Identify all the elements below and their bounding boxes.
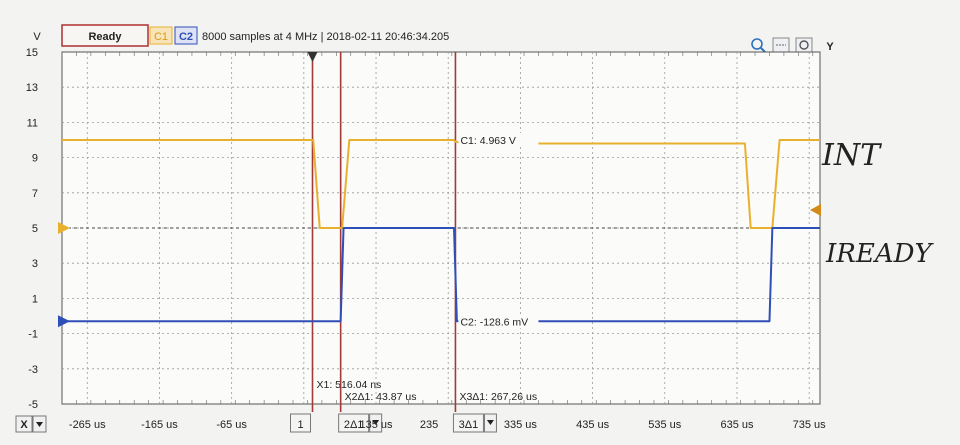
acquisition-info: 8000 samples at 4 MHz | 2018-02-11 20:46… [202,31,449,43]
chevron-down-icon [36,422,43,427]
settings-icon[interactable] [795,37,813,53]
chevron-down-icon [372,420,380,425]
trigger-arrow-icon [307,52,318,62]
cursor-readout-x2: X2Δ1: 43.87 us [345,391,417,403]
y-tick-label: 7 [32,188,38,200]
series-group [62,139,820,323]
x-axis-button[interactable]: X [15,415,33,433]
zoom-fit-icon[interactable] [772,37,790,53]
channel1-level-marker[interactable] [58,222,70,234]
x-axis-dropdown[interactable] [32,415,47,433]
y-tick-label: 11 [27,117,38,129]
cursor-tab-x1[interactable] [290,413,312,433]
marker-bg [458,133,539,147]
y-tick-label: 3 [32,258,38,270]
annotation-int: INT [821,138,882,173]
cursor-readout-x3: X3Δ1: 267.26 us [459,391,537,403]
y-axis: 15 13 11 9 7 5 3 1 -1 -3 -5 [26,47,38,411]
channel2-button[interactable] [174,26,198,45]
cursor-readout-x1: X1: 516.04 ns [317,379,382,391]
annotation-iready: IREADY [825,239,934,269]
x-tick-label: 535 us [648,419,682,431]
x-tick-label: 735 us [793,419,827,431]
x-tick-label-partial: 235 [420,419,438,431]
status-box[interactable] [61,24,149,47]
channel2-level-marker[interactable] [58,315,70,328]
x-tick-label: 335 us [504,419,538,431]
y-tick-label: -5 [28,399,38,411]
y-tick-label: 5 [32,223,38,235]
x-tick-label: 135 us [360,419,394,431]
channel1-button[interactable] [149,26,173,45]
x-tick-label: -265 us [69,419,106,431]
y-tick-label: -1 [28,329,38,341]
y-tick-label: 15 [26,47,38,59]
marker-bg [458,314,539,329]
y-tick-label: 1 [32,293,38,305]
y-tick-label: -3 [28,364,38,376]
svg-text:X: X [20,419,28,431]
chevron-down-icon [486,420,494,425]
x-tick-label: 635 us [720,419,754,431]
zoom-in-icon[interactable] [751,38,766,53]
x-tick-label: -165 us [141,419,178,431]
x-tick-label: 435 us [576,419,610,431]
series-c2 [62,227,820,323]
trigger-level-marker[interactable] [810,204,821,216]
y-tick-label: 9 [32,153,38,165]
cursor-tab-label: 2Δ1 [344,419,364,431]
x-axis: -265 us -165 us -65 us 135 us 335 us 435 us 53… [69,419,826,431]
marker-label: C1: 4.963 V [460,135,515,147]
channel1-label: C1 [154,31,168,43]
y-axis-unit: V [33,31,41,43]
status-text: Ready [88,31,122,43]
cursor-tab-label: 1 [297,419,303,431]
markers: C1: 4.963 V C2: -128.6 mV [458,133,539,329]
channel2-label: C2 [179,31,193,43]
cursor-tab-x3[interactable] [452,413,484,433]
marker-label: C2: -128.6 mV [460,316,528,328]
y-axis-button[interactable]: Y [826,41,834,53]
x-tick-label: -65 us [216,419,247,431]
cursor-tab-x2[interactable] [338,413,370,433]
y-tick-label: 13 [26,82,38,94]
cursor-tab-label: 3Δ1 [459,419,479,431]
